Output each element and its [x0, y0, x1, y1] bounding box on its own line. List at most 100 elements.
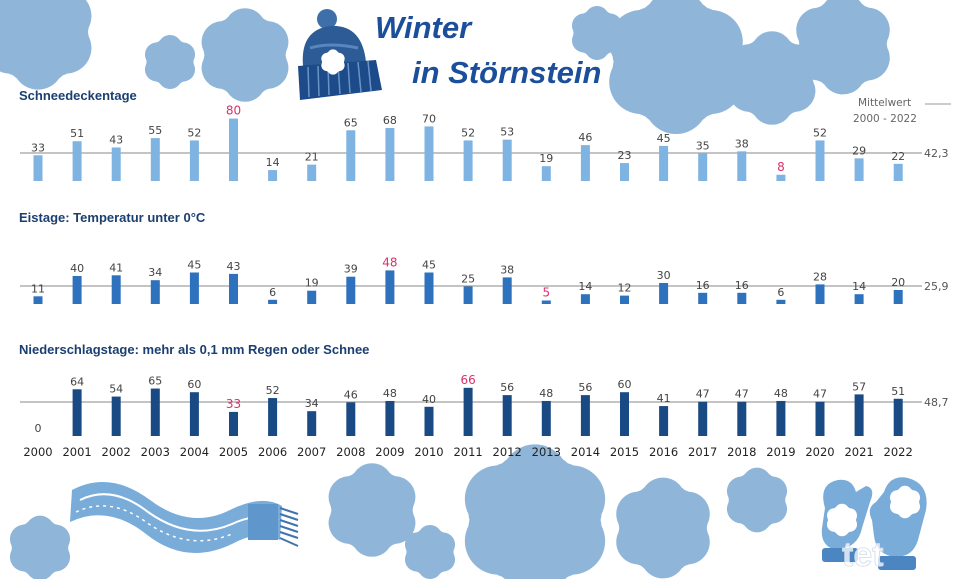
bar-2008 [346, 402, 356, 436]
year-label-2008: 2008 [336, 445, 365, 459]
data-label-2018: 47 [735, 388, 749, 401]
bar-2021 [854, 158, 864, 181]
data-label-2012: 56 [500, 381, 514, 394]
bar-2006 [268, 398, 278, 436]
data-label-2004: 45 [187, 259, 201, 272]
bar-2020 [815, 140, 825, 181]
data-label-2015: 60 [618, 378, 632, 391]
title-line-2: in Störnstein [412, 55, 601, 90]
section-title-eistage: Eistage: Temperatur unter 0°C [19, 210, 206, 225]
bar-2011 [463, 387, 473, 436]
bar-2002 [111, 147, 121, 181]
year-label-2007: 2007 [297, 445, 326, 459]
data-label-2004: 52 [187, 126, 201, 139]
data-label-2007: 19 [305, 277, 319, 290]
section-title-niederschlagstage: Niederschlagstage: mehr als 0,1 mm Regen… [19, 342, 369, 357]
average-label: 25,9 [924, 280, 949, 293]
data-label-2001: 51 [70, 127, 84, 140]
bar-2018 [737, 292, 747, 304]
bar-2003 [150, 388, 160, 436]
data-label-2003: 34 [148, 266, 162, 279]
data-label-2002: 43 [109, 133, 123, 146]
data-label-2013: 48 [539, 387, 553, 400]
data-label-2000: 11 [31, 282, 45, 295]
data-label-2014: 46 [578, 131, 592, 144]
year-label-2003: 2003 [141, 445, 170, 459]
bar-2005 [229, 411, 238, 436]
year-label-2018: 2018 [727, 445, 756, 459]
bar-2005 [229, 118, 238, 181]
bar-2015 [620, 392, 629, 436]
bar-2015 [620, 163, 629, 181]
bar-2011 [463, 140, 473, 181]
year-label-2019: 2019 [766, 445, 795, 459]
data-label-2006: 52 [266, 384, 280, 397]
bar-2004 [189, 272, 199, 304]
bar-2003 [150, 138, 160, 181]
bar-2008 [346, 130, 356, 181]
year-label-2009: 2009 [375, 445, 404, 459]
bar-2013 [541, 400, 551, 436]
data-label-2012: 53 [500, 126, 514, 139]
data-label-2011: 66 [460, 373, 475, 387]
bar-2000 [33, 155, 43, 181]
bar-2021 [854, 294, 864, 304]
bar-2014 [580, 145, 590, 181]
data-label-2021: 57 [852, 380, 866, 393]
bar-2012 [502, 139, 512, 181]
bar-2000 [33, 296, 43, 304]
title-line-1: Winter [375, 10, 473, 45]
data-label-2008: 46 [344, 388, 358, 401]
data-label-2016: 30 [657, 269, 671, 282]
data-label-2007: 21 [305, 151, 319, 164]
data-label-2009: 68 [383, 114, 397, 127]
bar-2013 [541, 300, 551, 304]
data-label-2009: 48 [383, 387, 397, 400]
data-label-2004: 60 [187, 378, 201, 391]
data-label-2003: 55 [148, 124, 162, 137]
data-label-2019: 8 [777, 160, 785, 174]
data-label-2021: 29 [852, 144, 866, 157]
data-label-2014: 14 [578, 280, 592, 293]
data-label-2000: 33 [31, 141, 45, 154]
year-label-2014: 2014 [571, 445, 600, 459]
bar-2004 [189, 140, 199, 181]
bar-2003 [150, 280, 160, 304]
year-label-2010: 2010 [414, 445, 443, 459]
data-label-2002: 54 [109, 383, 123, 396]
data-label-2020: 52 [813, 126, 827, 139]
bar-2017 [698, 401, 708, 436]
year-label-2000: 2000 [23, 445, 52, 459]
bar-2001 [72, 389, 82, 436]
bar-2016 [659, 145, 669, 181]
data-label-2010: 45 [422, 259, 436, 272]
bar-2018 [737, 151, 747, 181]
bar-2022 [893, 163, 903, 181]
data-label-2016: 45 [657, 132, 671, 145]
year-label-2015: 2015 [610, 445, 639, 459]
bar-2019 [776, 400, 786, 436]
data-label-2006: 14 [266, 156, 280, 169]
average-label: 48,7 [924, 396, 949, 409]
year-label-2016: 2016 [649, 445, 678, 459]
bar-2007 [307, 290, 317, 304]
data-label-2001: 40 [70, 262, 84, 275]
bar-2008 [346, 276, 356, 304]
year-label-2017: 2017 [688, 445, 717, 459]
bar-2016 [659, 283, 669, 304]
data-label-2015: 23 [618, 149, 632, 162]
data-label-2011: 52 [461, 126, 475, 139]
data-label-2009: 48 [382, 255, 397, 269]
bar-2017 [698, 153, 708, 181]
average-note-line-2: 2000 - 2022 [853, 113, 917, 125]
data-label-2017: 47 [696, 388, 710, 401]
data-label-2022: 20 [891, 276, 905, 289]
bar-2007 [307, 411, 317, 436]
chart-schneedeckentage: 42,3 33 51 43 55 52 80 14 21 65 68 70 52 53 19 46 23 45 35… [20, 104, 949, 181]
average-note-line-1: Mittelwert [858, 97, 911, 109]
data-label-2007: 34 [305, 397, 319, 410]
mittens-icon [821, 477, 927, 570]
bar-2004 [189, 392, 199, 436]
data-label-2019: 48 [774, 387, 788, 400]
scarf-icon [70, 482, 299, 553]
